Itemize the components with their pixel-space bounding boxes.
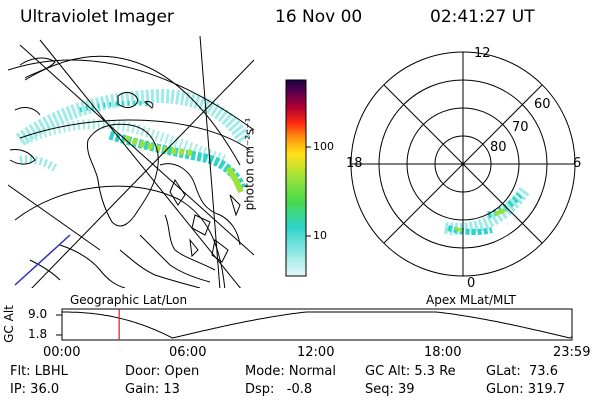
- altitude-ytick-max: 9.0: [28, 307, 48, 321]
- app-title: Ultraviolet Imager: [20, 7, 174, 27]
- time-tick-2359: 23:59: [553, 345, 591, 360]
- left-panel-label: Geographic Lat/Lon: [70, 293, 188, 307]
- mode-value: Mode: Normal: [245, 364, 336, 379]
- time-tick-1200: 12:00: [297, 345, 335, 360]
- glon-value: GLon: 319.7: [486, 382, 566, 397]
- time-tick-0000: 00:00: [43, 345, 81, 360]
- polar-plot: [350, 51, 576, 277]
- aurora-band-polar: [444, 186, 530, 236]
- geographic-map: [8, 35, 254, 288]
- filter-value: Flt: LBHL: [10, 364, 68, 379]
- colorbar-tick-10: 10: [313, 229, 327, 242]
- glat-value: GLat: 73.6: [486, 364, 558, 379]
- lat-lon-grid: [8, 35, 254, 288]
- colorbar: [285, 79, 311, 277]
- mlat-label-80: 80: [490, 140, 507, 155]
- earth-limb: [24, 55, 241, 166]
- dsp-value: Dsp: -0.8: [245, 382, 313, 397]
- ip-value: IP: 36.0: [10, 382, 60, 397]
- gc-alt-value: GC Alt: 5.3 Re: [365, 364, 456, 379]
- altitude-ylabel: GC Alt: [1, 305, 16, 343]
- coastlines: [9, 57, 241, 288]
- colorbar-tick-100: 100: [313, 140, 334, 153]
- aurora-band-geographic: [15, 88, 251, 194]
- altitude-plot: [56, 308, 573, 341]
- mlat-label-60: 60: [534, 97, 551, 112]
- mlt-label-12: 12: [474, 46, 491, 61]
- gain-value: Gain: 13: [125, 382, 180, 397]
- seq-value: Seq: 39: [365, 382, 415, 397]
- door-value: Door: Open: [125, 364, 200, 379]
- colorbar-label: photon cm⁻²s⁻¹: [242, 117, 257, 211]
- mlat-label-70: 70: [512, 120, 529, 135]
- header-date: 16 Nov 00: [275, 7, 363, 27]
- time-tick-1800: 18:00: [424, 345, 462, 360]
- mlt-label-6: 6: [573, 156, 582, 171]
- mlt-label-18: 18: [346, 156, 363, 171]
- altitude-ytick-min: 1.8: [28, 327, 48, 341]
- header-time: 02:41:27 UT: [430, 7, 535, 27]
- right-panel-label: Apex MLat/MLT: [426, 293, 516, 307]
- mlt-label-0: 0: [467, 276, 476, 291]
- terminator-line: [14, 234, 71, 286]
- time-tick-0600: 06:00: [169, 345, 207, 360]
- altitude-curve: [62, 311, 573, 339]
